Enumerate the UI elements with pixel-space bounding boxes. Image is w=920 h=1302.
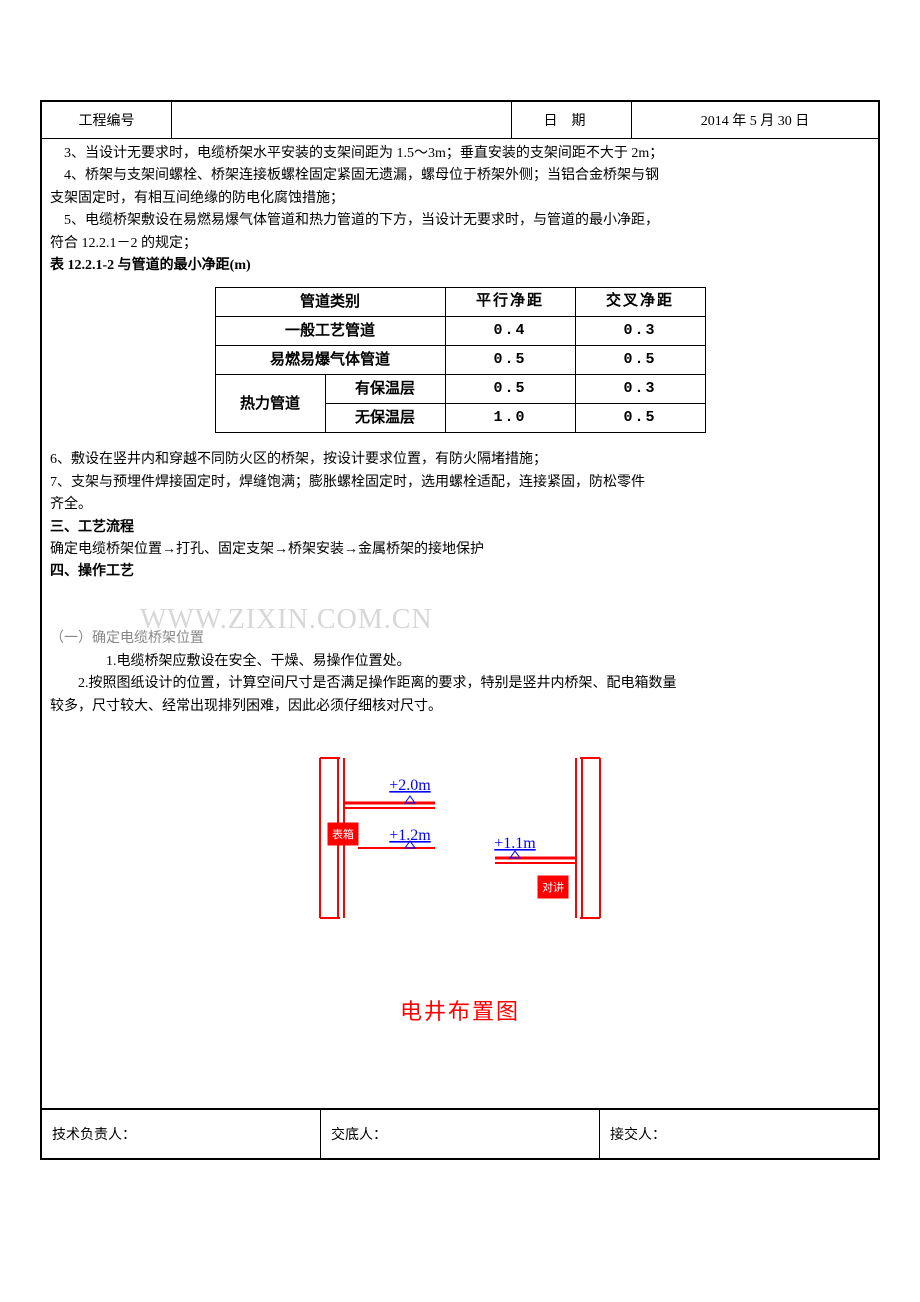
cell-category: 易燃易爆气体管道 bbox=[215, 346, 445, 375]
cell-cross: 0.3 bbox=[575, 317, 705, 346]
section-3-body: 确定电缆桥架位置→打孔、固定支架→桥架安装→金属桥架的接地保护 bbox=[50, 539, 870, 561]
table-row: 一般工艺管道 0.4 0.3 bbox=[215, 317, 705, 346]
section-4-title: 四、操作工艺 bbox=[50, 561, 870, 583]
header-label-project-no: 工程编号 bbox=[42, 102, 172, 139]
content-body: 3、当设计无要求时，电缆桥架水平安装的支架间距为 1.5～3m；垂直安装的支架间… bbox=[41, 139, 879, 1109]
header-value-date: 2014 年 5 月 30 日 bbox=[632, 102, 879, 139]
header-table: 工程编号 日期 2014 年 5 月 30 日 bbox=[41, 101, 879, 139]
section-4-1-2b: 较多，尺寸较大、经常出现排列困难，因此必须仔细核对尺寸。 bbox=[50, 696, 870, 718]
cell-sub: 有保温层 bbox=[325, 375, 445, 404]
section-4-1-1: 1.电缆桥架应敷设在安全、干燥、易操作位置处。 bbox=[50, 651, 870, 673]
para-4b: 支架固定时，有相互间绝缘的防电化腐蚀措施； bbox=[50, 188, 870, 210]
footer-receiver: 接交人： bbox=[600, 1109, 879, 1158]
cell-cross: 0.3 bbox=[575, 375, 705, 404]
th-category: 管道类别 bbox=[215, 288, 445, 317]
cell-cross: 0.5 bbox=[575, 346, 705, 375]
para-5b: 符合 12.2.1－2 的规定； bbox=[50, 233, 870, 255]
document-frame: 工程编号 日期 2014 年 5 月 30 日 3、当设计无要求时，电缆桥架水平… bbox=[40, 100, 880, 1160]
footer-table: 技术负责人： 交底人： 接交人： bbox=[41, 1109, 879, 1159]
th-parallel: 平行净距 bbox=[445, 288, 575, 317]
header-value-project-no bbox=[172, 102, 512, 139]
shaft-layout-svg: 表箱 对讲 +2.0m bbox=[280, 748, 640, 968]
label-box-right: 对讲 bbox=[542, 880, 564, 894]
footer-disclosure: 交底人： bbox=[321, 1109, 600, 1158]
cell-parallel: 0.4 bbox=[445, 317, 575, 346]
cell-cross: 0.5 bbox=[575, 404, 705, 433]
table-row: 热力管道 有保温层 0.5 0.3 bbox=[215, 375, 705, 404]
cell-sub: 无保温层 bbox=[325, 404, 445, 433]
para-6: 6、敷设在竖井内和穿越不同防火区的桥架，按设计要求位置，有防火隔堵措施； bbox=[50, 449, 870, 471]
header-label-date: 日期 bbox=[512, 102, 632, 139]
dim-2-0m: +2.0m bbox=[389, 777, 431, 794]
dim-1-1m: +1.1m bbox=[494, 835, 536, 852]
th-cross: 交叉净距 bbox=[575, 288, 705, 317]
para-5a: 5、电缆桥架敷设在易燃易爆气体管道和热力管道的下方，当设计无要求时，与管道的最小… bbox=[50, 210, 870, 232]
cell-category: 一般工艺管道 bbox=[215, 317, 445, 346]
section-4-1-2a: 2.按照图纸设计的位置，计算空间尺寸是否满足操作距离的要求，特别是竖井内桥架、配… bbox=[50, 673, 870, 695]
diagram-caption: 电井布置图 bbox=[50, 994, 870, 1029]
diagram: 表箱 对讲 +2.0m bbox=[50, 748, 870, 1030]
cell-parallel: 1.0 bbox=[445, 404, 575, 433]
inner-table-title: 表 12.2.1-2 与管道的最小净距(m) bbox=[50, 255, 870, 277]
cell-parallel: 0.5 bbox=[445, 346, 575, 375]
table-row: 易燃易爆气体管道 0.5 0.5 bbox=[215, 346, 705, 375]
para-7a: 7、支架与预埋件焊接固定时，焊缝饱满；膨胀螺栓固定时，选用螺栓适配，连接紧固，防… bbox=[50, 472, 870, 494]
clearance-table: 管道类别 平行净距 交叉净距 一般工艺管道 0.4 0.3 易燃易爆气体管道 0… bbox=[215, 287, 706, 433]
para-3: 3、当设计无要求时，电缆桥架水平安装的支架间距为 1.5～3m；垂直安装的支架间… bbox=[50, 143, 870, 165]
footer-tech: 技术负责人： bbox=[42, 1109, 321, 1158]
cell-parallel: 0.5 bbox=[445, 375, 575, 404]
para-4a: 4、桥架与支架间螺栓、桥架连接板螺栓固定紧固无遗漏，螺母位于桥架外侧；当铝合金桥… bbox=[50, 165, 870, 187]
label-box-left: 表箱 bbox=[332, 827, 354, 841]
cell-category: 热力管道 bbox=[215, 375, 325, 433]
section-4-1: （一）确定电缆桥架位置 bbox=[50, 628, 870, 650]
para-7b: 齐全。 bbox=[50, 494, 870, 516]
section-3-title: 三、工艺流程 bbox=[50, 517, 870, 539]
